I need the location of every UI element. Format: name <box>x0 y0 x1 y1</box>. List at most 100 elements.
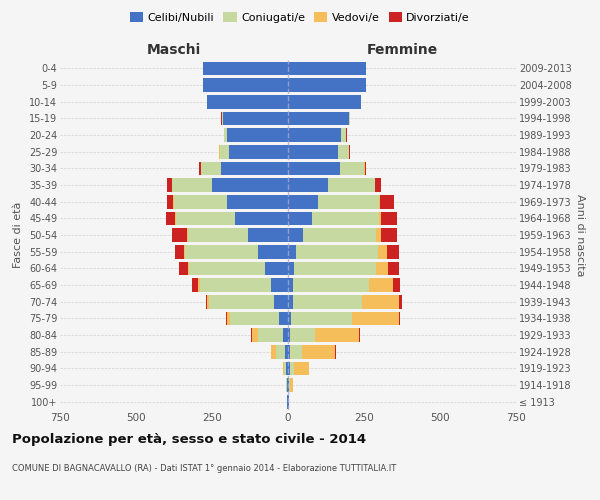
Bar <box>203 62 288 75</box>
Bar <box>288 328 290 342</box>
Bar <box>376 228 381 242</box>
Bar <box>381 212 397 225</box>
Y-axis label: Anni di nascita: Anni di nascita <box>575 194 586 276</box>
Bar <box>296 245 377 258</box>
Bar <box>379 195 380 208</box>
Bar <box>185 245 257 258</box>
Bar <box>235 212 288 225</box>
Bar <box>288 112 349 125</box>
Bar <box>291 312 352 325</box>
Y-axis label: Fasce di età: Fasce di età <box>13 202 23 268</box>
Bar <box>222 112 223 125</box>
Text: Femmine: Femmine <box>367 42 437 56</box>
Bar <box>271 278 288 292</box>
Text: Maschi: Maschi <box>147 42 201 56</box>
Bar <box>359 328 361 342</box>
Bar <box>288 128 341 142</box>
Bar <box>184 245 185 258</box>
Bar <box>201 162 202 175</box>
Bar <box>208 95 288 108</box>
Bar <box>206 295 208 308</box>
Bar <box>209 295 274 308</box>
Bar <box>313 212 379 225</box>
Bar <box>379 212 381 225</box>
Bar <box>187 228 188 242</box>
Bar <box>285 345 288 358</box>
Bar <box>279 312 288 325</box>
Bar <box>172 228 187 242</box>
Bar <box>303 228 376 242</box>
Bar <box>288 162 340 175</box>
Bar <box>227 195 288 208</box>
Bar <box>381 228 397 242</box>
Bar <box>362 295 399 308</box>
Bar <box>271 345 276 358</box>
Bar <box>340 162 364 175</box>
Bar <box>274 295 288 308</box>
Bar <box>223 112 288 125</box>
Bar <box>288 195 319 208</box>
Text: Popolazione per età, sesso e stato civile - 2014: Popolazione per età, sesso e stato civil… <box>12 432 366 446</box>
Bar <box>293 278 368 292</box>
Bar <box>283 362 284 375</box>
Bar <box>294 262 376 275</box>
Bar <box>388 262 399 275</box>
Bar <box>335 345 336 358</box>
Bar <box>287 395 288 408</box>
Bar <box>288 395 289 408</box>
Bar <box>376 262 388 275</box>
Bar <box>290 328 316 342</box>
Bar <box>287 378 288 392</box>
Bar <box>316 328 359 342</box>
Bar <box>167 178 172 192</box>
Bar <box>290 345 302 358</box>
Bar <box>166 212 175 225</box>
Bar <box>288 245 296 258</box>
Bar <box>174 195 227 208</box>
Bar <box>283 328 288 342</box>
Bar <box>375 178 382 192</box>
Bar <box>258 328 283 342</box>
Text: COMUNE DI BAGNACAVALLO (RA) - Dati ISTAT 1° gennaio 2014 - Elaborazione TUTTITAL: COMUNE DI BAGNACAVALLO (RA) - Dati ISTAT… <box>12 464 396 473</box>
Bar <box>251 328 252 342</box>
Bar <box>346 128 347 142</box>
Bar <box>188 262 189 275</box>
Bar <box>257 245 288 258</box>
Bar <box>199 162 201 175</box>
Bar <box>276 345 285 358</box>
Bar <box>294 362 309 375</box>
Bar <box>220 145 229 158</box>
Bar <box>288 378 289 392</box>
Bar <box>293 295 362 308</box>
Bar <box>328 178 374 192</box>
Bar <box>230 312 279 325</box>
Bar <box>387 245 399 258</box>
Bar <box>265 262 288 275</box>
Bar <box>374 178 375 192</box>
Legend: Celibi/Nubili, Coniugati/e, Vedovi/e, Divorziati/e: Celibi/Nubili, Coniugati/e, Vedovi/e, Di… <box>125 8 475 28</box>
Bar <box>208 295 209 308</box>
Bar <box>399 312 400 325</box>
Bar <box>212 178 288 192</box>
Bar <box>288 362 290 375</box>
Bar <box>377 245 387 258</box>
Bar <box>349 145 350 158</box>
Bar <box>286 362 288 375</box>
Bar <box>226 312 227 325</box>
Bar <box>288 345 290 358</box>
Bar <box>349 112 350 125</box>
Bar <box>288 178 328 192</box>
Bar <box>288 278 293 292</box>
Bar <box>192 278 199 292</box>
Bar <box>288 78 365 92</box>
Bar <box>338 145 349 158</box>
Bar <box>319 195 379 208</box>
Bar <box>288 145 338 158</box>
Bar <box>189 262 265 275</box>
Bar <box>175 245 184 258</box>
Bar <box>172 178 212 192</box>
Bar <box>286 378 287 392</box>
Bar <box>288 62 365 75</box>
Bar <box>175 212 176 225</box>
Bar <box>368 278 393 292</box>
